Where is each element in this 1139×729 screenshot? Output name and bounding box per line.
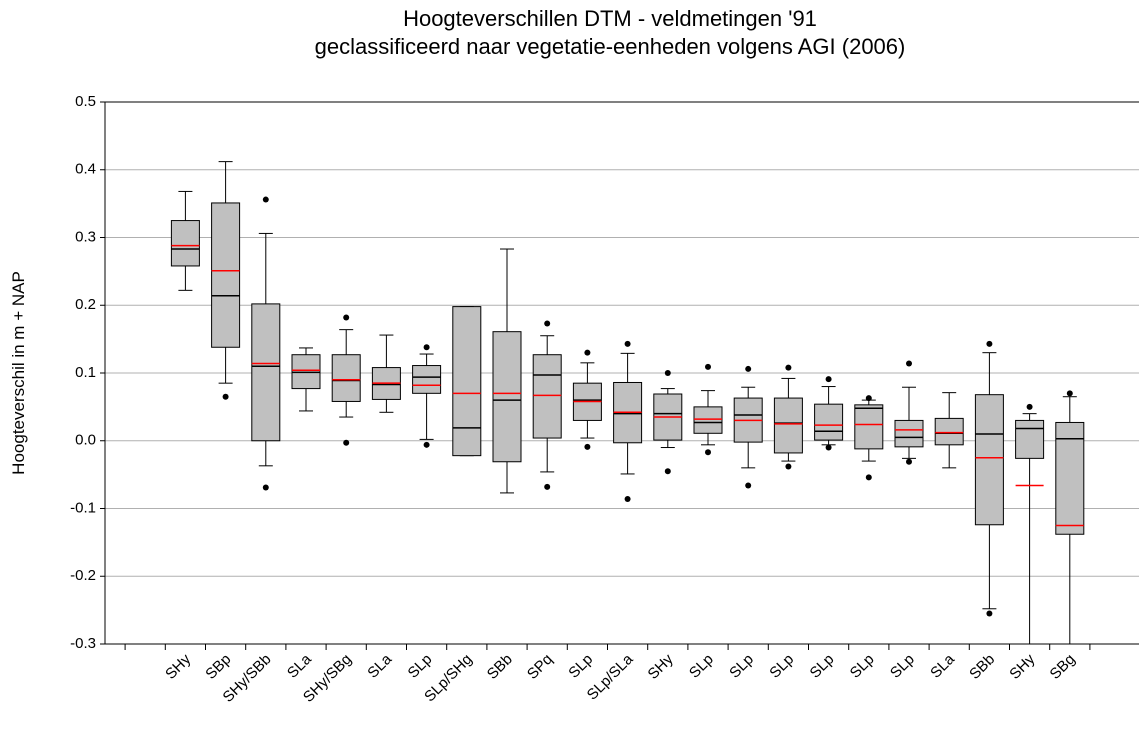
x-tick-label: SBb: [966, 651, 998, 683]
outlier: [343, 314, 350, 321]
box: [693, 406, 723, 434]
x-tick-label: SLa: [927, 650, 958, 681]
outlier: [262, 196, 269, 203]
y-tick-label: 0.0: [75, 432, 96, 449]
y-tick-label: 0.4: [75, 161, 96, 178]
box: [894, 419, 924, 448]
x-tick-label: SLp: [686, 651, 717, 682]
outlier: [584, 349, 591, 356]
outlier: [865, 474, 872, 481]
x-tick-label: SPq: [524, 651, 556, 683]
x-tick-label: SBp: [202, 651, 234, 683]
outlier: [343, 439, 350, 446]
outlier: [825, 376, 832, 383]
x-tick-label: SHy: [1006, 650, 1038, 682]
x-tick-label: SLp: [565, 651, 596, 682]
y-tick-label: -0.1: [70, 499, 96, 516]
x-tick-label: SLp: [766, 651, 797, 682]
box: [331, 354, 361, 402]
x-tick-label: SBg: [1047, 651, 1079, 683]
y-tick-label: -0.3: [70, 635, 96, 652]
x-tick-label: SLp: [405, 651, 436, 682]
outlier: [705, 449, 711, 456]
outlier: [222, 393, 229, 400]
box: [452, 306, 482, 457]
box: [492, 331, 522, 463]
outlier: [544, 320, 551, 327]
box: [814, 403, 844, 441]
outlier: [705, 363, 711, 370]
chart-title: Hoogteverschillen DTM - veldmetingen '91: [403, 6, 817, 31]
outlier: [986, 610, 993, 617]
outlier: [1026, 403, 1033, 410]
outlier: [785, 364, 792, 371]
box: [211, 202, 241, 348]
box: [974, 394, 1004, 526]
outlier: [624, 496, 631, 503]
y-tick-label: 0.5: [75, 93, 96, 110]
box: [854, 404, 884, 450]
outlier: [262, 484, 269, 491]
outlier: [865, 395, 872, 402]
box: [412, 365, 442, 394]
outlier: [544, 483, 551, 490]
box: [170, 220, 200, 267]
x-tick-label: SLa: [284, 650, 315, 681]
outlier: [423, 344, 430, 351]
x-tick-label: SLa: [364, 650, 395, 681]
x-tick-label: SHy: [162, 650, 194, 682]
outlier: [664, 468, 671, 475]
y-tick-label: 0.3: [75, 228, 96, 245]
box: [934, 417, 964, 446]
outlier: [624, 340, 631, 347]
x-tick-label: SHy: [645, 650, 677, 682]
y-tick-label: 0.2: [75, 296, 96, 313]
x-tick-label: SLp: [887, 651, 918, 682]
outlier: [745, 482, 752, 489]
box: [251, 303, 281, 442]
y-tick-label: 0.1: [75, 364, 96, 381]
box: [1015, 419, 1045, 459]
outlier: [906, 458, 912, 465]
outlier: [584, 443, 591, 450]
x-tick-label: SBb: [484, 651, 516, 683]
x-tick-label: SLp: [726, 651, 757, 682]
outlier: [1066, 390, 1073, 397]
outlier: [785, 463, 792, 470]
outlier: [825, 444, 832, 451]
box: [1055, 421, 1085, 535]
y-axis-title: Hoogteverschil in m + NAP: [9, 271, 28, 475]
outlier: [423, 441, 430, 448]
x-tick-label: SLp: [807, 651, 838, 682]
outlier: [664, 370, 671, 376]
outlier: [745, 365, 752, 372]
outlier: [986, 340, 993, 347]
chart-subtitle: geclassificeerd naar vegetatie-eenheden …: [315, 34, 906, 59]
box: [773, 397, 803, 454]
box: [532, 354, 562, 439]
outlier: [906, 360, 912, 367]
x-tick-label: SLp: [847, 651, 878, 682]
y-tick-label: -0.2: [70, 567, 96, 584]
